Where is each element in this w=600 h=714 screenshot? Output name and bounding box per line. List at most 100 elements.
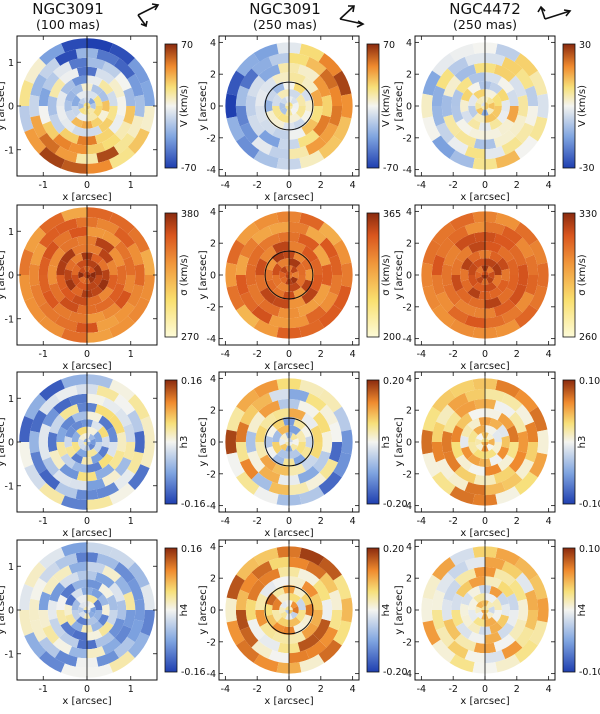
bin-cell: [443, 75, 462, 98]
bin-cell: [515, 122, 535, 144]
bin-cell: [258, 233, 281, 252]
bin-cell: [247, 411, 266, 434]
bin-cell: [435, 122, 455, 144]
column-header-3: NGC4472 (250 mas): [449, 0, 572, 32]
bin-cell: [113, 636, 136, 659]
colorbar-max-label: 380: [181, 209, 199, 220]
bin-cell: [258, 465, 281, 484]
bin-cell: [127, 58, 150, 84]
x-axis-label: x [arcsec]: [62, 361, 111, 372]
bin-cell: [285, 275, 289, 279]
bin-cell: [109, 315, 135, 338]
bin-cell: [460, 435, 469, 449]
y-tick-label: -2: [207, 133, 216, 144]
x-tick-label: 2: [318, 684, 324, 695]
bin-cell: [297, 568, 320, 587]
bin-cell: [123, 610, 136, 629]
bin-cell: [127, 577, 144, 601]
bin-cell: [290, 432, 299, 441]
bin-cell: [493, 400, 516, 419]
bin-cell: [271, 286, 285, 300]
bin-cell: [310, 442, 323, 459]
x-tick-label: -1: [39, 180, 48, 191]
panel-h4-col1: -1 0 1 1 0 -1 x [arcsec] y [arcsec] 0.16 -0.16 h4: [0, 539, 206, 707]
bin-cell: [106, 594, 118, 610]
bin-cell: [38, 132, 61, 155]
bin-cell: [87, 125, 103, 137]
bin-cell: [496, 614, 510, 628]
bin-cell: [301, 76, 319, 94]
bin-cell: [485, 576, 502, 589]
colorbar-gradient: [562, 212, 576, 338]
bin-cell: [93, 599, 103, 610]
bin-cell: [293, 453, 307, 467]
y-axis-label: y [arcsec]: [394, 81, 405, 130]
bin-cell: [87, 226, 106, 239]
bin-cell: [485, 221, 506, 236]
y-axis-label: y [arcsec]: [394, 250, 405, 299]
bin-cell: [56, 426, 68, 442]
bin-cell: [272, 263, 283, 275]
bin-cell: [272, 275, 283, 287]
bin-cell: [87, 663, 113, 678]
bin-cell: [305, 99, 314, 113]
bin-cell: [468, 463, 485, 476]
colorbar-label: h3: [179, 436, 190, 449]
bin-cell: [449, 486, 475, 505]
bin-cell: [299, 319, 325, 338]
x-tick-label: -4: [417, 180, 426, 191]
bin-cell: [501, 305, 523, 325]
bin-cell: [268, 314, 289, 329]
bin-cell: [464, 649, 485, 664]
bin-cell: [310, 275, 323, 292]
bin-cell: [422, 620, 441, 646]
y-tick-label: -1: [5, 649, 14, 660]
x-tick-label: -1: [39, 684, 48, 695]
bin-cell: [127, 619, 144, 643]
y-tick-label: 4: [406, 207, 412, 218]
bin-cell: [87, 271, 91, 275]
x-tick-label: 4: [350, 180, 356, 191]
bin-cell: [318, 222, 342, 246]
bin-cell: [59, 404, 80, 421]
bin-cell: [101, 436, 110, 448]
bin-cell: [271, 585, 285, 599]
bin-cell: [529, 452, 548, 478]
bin-cell: [451, 442, 464, 459]
bin-cell: [78, 606, 84, 614]
bin-cell: [87, 594, 98, 604]
bin-cell: [431, 85, 446, 106]
bin-cell: [259, 245, 277, 263]
bin-cell: [258, 633, 281, 652]
bin-cell: [301, 622, 319, 640]
bin-cell: [501, 560, 523, 580]
bin-cell: [49, 282, 66, 303]
bin-cell: [300, 257, 314, 271]
bin-cell: [295, 610, 306, 622]
bin-cell: [127, 394, 150, 420]
bin-cell: [293, 250, 307, 264]
bin-cell: [113, 561, 136, 584]
bin-cell: [486, 600, 495, 609]
bin-cell: [279, 443, 288, 452]
bin-cell: [485, 145, 506, 160]
bin-cell: [38, 561, 61, 584]
map-bins: [19, 207, 155, 343]
bin-cell: [102, 302, 122, 320]
bin-cell: [485, 52, 506, 67]
bin-cell: [312, 114, 331, 137]
x-tick-label: 0: [84, 516, 90, 527]
colorbar-max-label: 70: [383, 40, 395, 51]
bin-cell: [90, 102, 96, 110]
bin-cell: [87, 478, 106, 491]
y-tick-label: 0: [406, 438, 412, 449]
bin-cell: [42, 240, 60, 260]
bin-cell: [300, 279, 314, 293]
bin-cell: [68, 311, 87, 324]
bin-cell: [289, 649, 310, 664]
bin-cell: [42, 290, 60, 310]
bin-cell: [38, 301, 61, 324]
bin-cell: [468, 106, 479, 118]
bin-cell: [78, 611, 86, 619]
bin-cell: [264, 592, 278, 606]
